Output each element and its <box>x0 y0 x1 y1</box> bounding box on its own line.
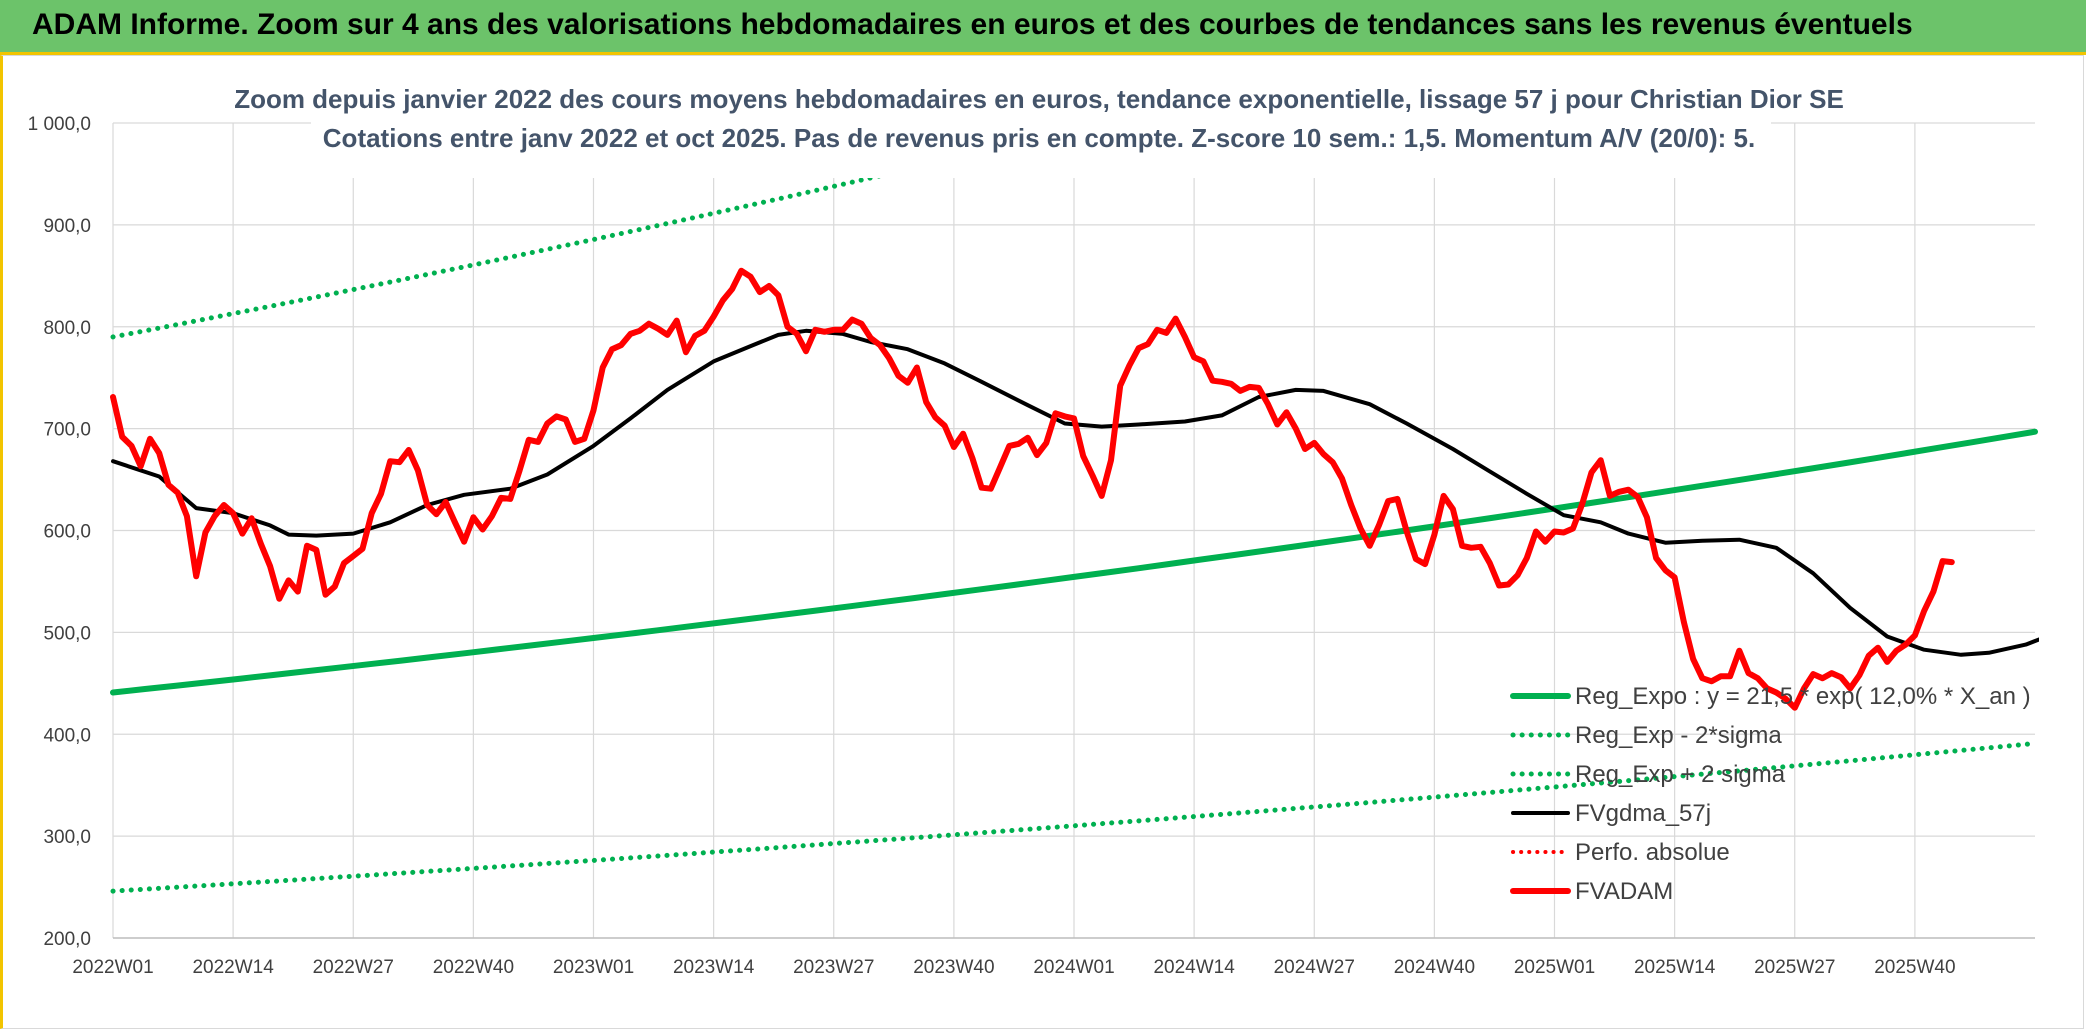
x-tick-label: 2022W27 <box>313 957 394 978</box>
x-tick-label: 2025W01 <box>1514 957 1595 978</box>
x-axis: 2022W01 2022W14 2022W27 2022W40 2023W01 2023W… <box>72 937 2035 978</box>
series-fvgdma-57j <box>111 328 2039 657</box>
y-tick-label: 400,0 <box>43 725 91 746</box>
x-tick-label: 2024W01 <box>1033 957 1114 978</box>
y-tick-label: 500,0 <box>43 623 91 644</box>
legend: Reg_Expo : y = 21,5 * exp( 12,0% * X_an … <box>1510 683 2031 905</box>
y-tick-label: 900,0 <box>43 216 91 237</box>
legend-item: Reg_Exp + 2 sigma <box>1575 761 1786 788</box>
chart: 200,0 300,0 400,0 500,0 600,0 700,0 800,0 900,0… <box>28 76 2039 978</box>
x-tick-label: 2025W40 <box>1874 957 1955 978</box>
y-tick-label: 600,0 <box>43 522 91 543</box>
series-fvadam <box>110 267 1955 711</box>
chart-frame: 200,0 300,0 400,0 500,0 600,0 700,0 800,0 900,0… <box>0 55 2084 1029</box>
legend-item: FVADAM <box>1575 878 1673 905</box>
y-tick-label: 1 000,0 <box>28 114 91 135</box>
legend-item: FVgdma_57j <box>1575 800 1711 827</box>
chart-subtitle-2: Cotations entre janv 2022 et oct 2025. P… <box>323 123 1755 153</box>
x-tick-label: 2023W01 <box>553 957 634 978</box>
grid <box>112 122 2035 939</box>
x-tick-label: 2023W40 <box>913 957 994 978</box>
y-tick-label: 300,0 <box>43 827 91 848</box>
legend-item: Reg_Exp - 2*sigma <box>1575 722 1782 749</box>
x-tick-label: 2024W27 <box>1274 957 1355 978</box>
x-tick-label: 2022W40 <box>433 957 514 978</box>
y-tick-label: 200,0 <box>43 929 91 950</box>
banner-title: ADAM Informe. Zoom sur 4 ans des valoris… <box>32 8 1913 41</box>
chart-titles: Zoom depuis janvier 2022 des cours moyen… <box>234 76 1844 178</box>
y-tick-label: 800,0 <box>43 318 91 339</box>
series-reg-exp-2-sigma <box>110 740 2038 894</box>
x-tick-label: 2023W27 <box>793 957 874 978</box>
y-tick-label: 700,0 <box>43 420 91 441</box>
chart-subtitle-1: Zoom depuis janvier 2022 des cours moyen… <box>234 84 1844 114</box>
x-tick-label: 2025W27 <box>1754 957 1835 978</box>
legend-item: Reg_Expo : y = 21,5 * exp( 12,0% * X_an … <box>1575 683 2031 710</box>
x-tick-label: 2024W40 <box>1394 957 1475 978</box>
subtitle-background <box>311 76 1771 178</box>
series-layer <box>110 123 2039 894</box>
x-tick-label: 2022W01 <box>72 957 153 978</box>
banner: ADAM Informe. Zoom sur 4 ans des valoris… <box>0 0 2086 55</box>
x-tick-label: 2025W14 <box>1634 957 1716 978</box>
x-tick-label: 2022W14 <box>192 957 274 978</box>
x-tick-label: 2024W14 <box>1153 957 1235 978</box>
x-tick-label: 2023W14 <box>673 957 755 978</box>
legend-item: Perfo. absolue <box>1575 839 1730 866</box>
y-axis: 200,0 300,0 400,0 500,0 600,0 700,0 800,0 900,0… <box>28 114 91 950</box>
series-reg-expo-y-21-5-exp-12-0-x-an <box>110 428 2038 696</box>
